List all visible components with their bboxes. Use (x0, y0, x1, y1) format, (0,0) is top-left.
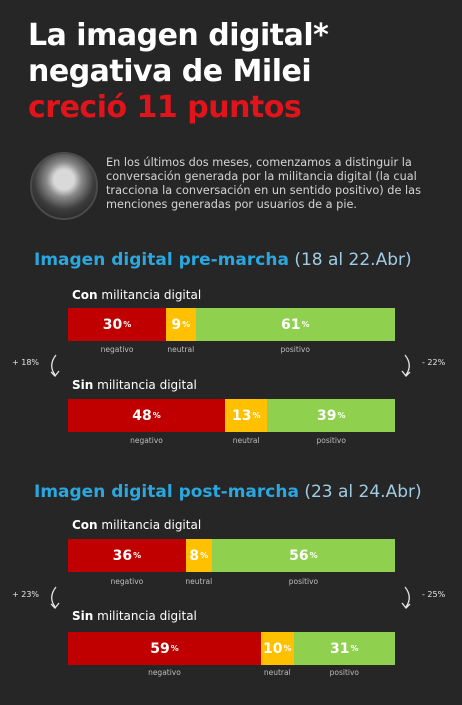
group-label: Sin militancia digital (72, 378, 197, 392)
segment-label: positivo (280, 345, 310, 354)
segment-value: 8 (189, 547, 200, 564)
milei-photo (30, 152, 98, 220)
segment-percent: % (200, 551, 209, 560)
segment-value: 36 (112, 547, 133, 564)
delta-right: - 22% (422, 358, 446, 367)
segment-percent: % (170, 644, 179, 653)
segment-label: neutral (167, 345, 195, 354)
segment-label: negativo (100, 345, 134, 354)
bar-labels: negativo neutral positivo (68, 436, 395, 446)
segment-percent: % (152, 411, 161, 420)
segment-value: 48 (132, 407, 152, 424)
bar-segment-positivo: 56% (211, 539, 395, 572)
group-label: Con militancia digital (72, 288, 201, 302)
group-label-bold: Con (72, 288, 98, 302)
bar-segment-positivo: 61% (195, 308, 395, 341)
segment-label: neutral (263, 668, 291, 677)
section-title-dates: (23 al 24.Abr) (298, 482, 422, 502)
section-title-main: Imagen digital post-marcha (34, 482, 299, 502)
stacked-bar: 59% 10% 31% (68, 632, 395, 665)
segment-percent: % (133, 551, 142, 560)
segment-value: 39 (316, 407, 337, 424)
intro-text: En los últimos dos meses, comenzamos a d… (106, 156, 421, 211)
stacked-bar: 48% 13% 39% (68, 399, 395, 432)
bar-segment-negativo: 48% (68, 399, 225, 432)
delta-right: - 25% (422, 590, 446, 599)
bar-segment-negativo: 59% (68, 632, 261, 665)
group-label: Con militancia digital (72, 518, 201, 532)
segment-label: positivo (316, 436, 346, 445)
curved-arrow-icon (401, 353, 415, 379)
stacked-bar: 36% 8% 56% (68, 539, 395, 572)
bar-segment-neutral: 13% (224, 399, 268, 432)
group-label-rest: militancia digital (93, 378, 197, 392)
headline-line-3: creció 11 puntos (28, 90, 302, 125)
segment-value: 13 (231, 407, 252, 424)
segment-value: 56 (289, 547, 309, 564)
segment-value: 31 (330, 640, 350, 657)
bar-segment-neutral: 9% (166, 308, 196, 341)
bar-segment-negativo: 36% (68, 539, 186, 572)
segment-label: neutral (232, 436, 260, 445)
group-label-bold: Sin (72, 609, 94, 623)
delta-left: + 18% (12, 358, 40, 367)
bar-segment-positivo: 31% (293, 632, 395, 665)
segment-value: 59 (150, 640, 170, 657)
segment-percent: % (182, 320, 191, 329)
segment-percent: % (309, 551, 318, 560)
segment-percent: % (337, 411, 346, 420)
section-title-main: Imagen digital pre-marcha (34, 250, 289, 270)
segment-percent: % (301, 320, 310, 329)
segment-percent: % (252, 411, 261, 420)
segment-label: positivo (288, 577, 319, 586)
stacked-bar: 30% 9% 61% (68, 308, 395, 341)
headline: La imagen digital* negativa de Milei cre… (28, 18, 329, 126)
section-title: Imagen digital post-marcha (23 al 24.Abr… (34, 482, 422, 502)
segment-percent: % (283, 644, 292, 653)
bar-segment-negativo: 30% (68, 308, 167, 341)
bar-labels: negativo neutral positivo (68, 668, 395, 678)
group-label-rest: militancia digital (93, 609, 197, 623)
section-title-dates: (18 al 22.Abr) (288, 250, 412, 270)
bar-labels: negativo neutral positivo (68, 345, 395, 355)
segment-label: negativo (130, 436, 163, 445)
group-label-bold: Con (72, 518, 98, 532)
group-label-rest: militancia digital (97, 518, 202, 532)
headline-line-1: La imagen digital* (28, 18, 329, 53)
curved-arrow-icon (46, 353, 60, 379)
group-label-rest: militancia digital (97, 288, 202, 302)
segment-label: negativo (148, 668, 181, 677)
segment-value: 61 (281, 316, 301, 333)
headline-line-2: negativa de Milei (28, 54, 312, 89)
segment-label: negativo (110, 577, 144, 586)
segment-value: 30 (102, 316, 123, 333)
bar-segment-positivo: 39% (267, 399, 395, 432)
bar-segment-neutral: 8% (185, 539, 212, 572)
segment-value: 9 (171, 316, 182, 333)
segment-label: positivo (329, 668, 360, 677)
group-label: Sin militancia digital (72, 609, 197, 623)
curved-arrow-icon (46, 585, 60, 611)
segment-label: neutral (185, 577, 213, 586)
segment-value: 10 (263, 640, 283, 657)
group-label-bold: Sin (72, 378, 94, 392)
delta-left: + 23% (12, 590, 40, 599)
segment-percent: % (123, 320, 132, 329)
curved-arrow-icon (401, 585, 415, 611)
segment-percent: % (350, 644, 359, 653)
section-title: Imagen digital pre-marcha (18 al 22.Abr) (34, 250, 412, 270)
bar-segment-neutral: 10% (260, 632, 294, 665)
bar-labels: negativo neutral positivo (68, 577, 395, 587)
